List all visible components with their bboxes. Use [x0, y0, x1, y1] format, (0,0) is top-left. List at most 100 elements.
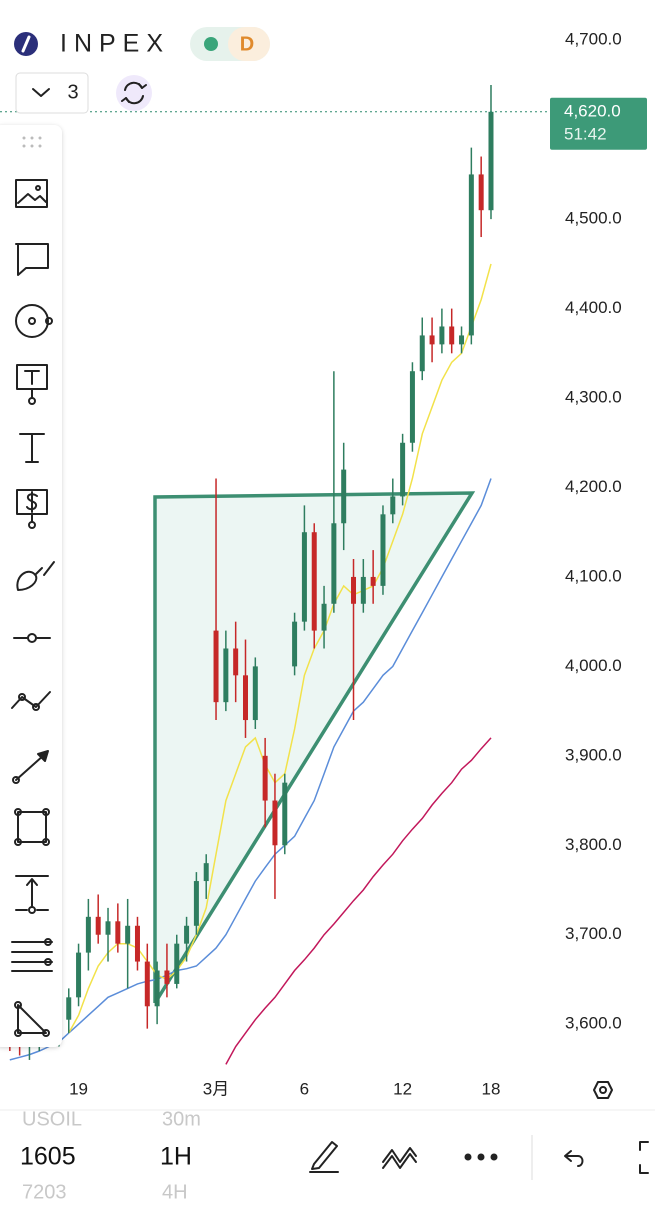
- undo-button[interactable]: [564, 1150, 584, 1167]
- dropdown-value: 3: [67, 81, 78, 103]
- y-tick-label: 3,700.0: [565, 924, 622, 943]
- arrow-tool[interactable]: [12, 750, 49, 784]
- chart-settings[interactable]: [593, 1081, 613, 1099]
- refresh-arrow: [121, 97, 130, 103]
- candle-body: [351, 576, 357, 604]
- candle-body: [154, 970, 160, 1007]
- y-tick-label: 4,400.0: [565, 298, 622, 317]
- rectangle-tool[interactable]: [14, 808, 50, 846]
- layout-dropdown[interactable]: [15, 72, 89, 114]
- measure-tool[interactable]: [15, 875, 49, 914]
- candle-body: [282, 782, 288, 846]
- interval-selected[interactable]: 1H: [160, 1143, 192, 1171]
- triangle-outline: [153, 491, 476, 1004]
- y-tick-label: 4,100.0: [565, 566, 622, 585]
- candle-body: [449, 326, 455, 345]
- candle-body: [439, 326, 445, 345]
- circle-tool[interactable]: [15, 304, 53, 338]
- horizontal-line-tool[interactable]: [13, 633, 51, 643]
- badge-d-bg: [228, 27, 270, 61]
- candle-body: [360, 576, 366, 604]
- refresh-arrow: [138, 83, 147, 89]
- candle-body: [370, 576, 376, 586]
- candle-body: [174, 943, 180, 984]
- y-tick-label: 4,200.0: [565, 477, 622, 496]
- indicators-button[interactable]: [382, 1147, 417, 1169]
- y-tick-label: 3,800.0: [565, 835, 622, 854]
- candle-body: [115, 921, 121, 944]
- candle-body: [203, 863, 209, 882]
- x-tick-label: 12: [393, 1079, 412, 1098]
- y-tick-label: 4,500.0: [565, 209, 622, 228]
- candle-body: [134, 925, 140, 962]
- candle-body: [459, 335, 465, 345]
- candle-body: [478, 174, 484, 211]
- candle-body: [292, 621, 298, 667]
- candle-body: [252, 666, 258, 721]
- candle-body: [262, 755, 268, 801]
- candle-body: [66, 997, 72, 1020]
- text-tool[interactable]: [19, 433, 45, 463]
- x-tick-label: 6: [300, 1079, 309, 1098]
- triangle-tool[interactable]: [14, 1001, 50, 1037]
- more-button[interactable]: [464, 1153, 498, 1161]
- candle-body: [242, 675, 248, 721]
- y-tick-label: 4,700.0: [565, 30, 622, 49]
- candle-body: [321, 603, 327, 631]
- refresh-button[interactable]: [116, 75, 152, 111]
- interval-option[interactable]: 30m: [162, 1108, 201, 1130]
- candle-body: [390, 496, 396, 515]
- candle-body: [233, 648, 239, 676]
- fullscreen-button[interactable]: [639, 1141, 649, 1174]
- candle-body: [380, 514, 386, 586]
- drag-handle: [22, 136, 42, 148]
- candle-body: [311, 532, 317, 631]
- candle-body: [105, 921, 111, 935]
- y-tick-label: 3,600.0: [565, 1014, 622, 1033]
- candle-body: [468, 174, 474, 336]
- logo-mark: [21, 35, 31, 53]
- brush-tool[interactable]: [16, 561, 55, 591]
- draw-button[interactable]: [309, 1141, 339, 1173]
- triangle-drawing[interactable]: [153, 491, 476, 1004]
- text-box-tool[interactable]: [16, 364, 48, 405]
- toolbar-icons: [11, 136, 55, 1037]
- candle-body: [144, 961, 150, 1007]
- candle-body: [400, 442, 406, 497]
- candle-body: [341, 469, 347, 524]
- candle-body: [429, 335, 435, 345]
- candle-body: [95, 916, 101, 935]
- candle-body: [213, 630, 219, 703]
- candle-body: [164, 970, 170, 984]
- price-label-tool[interactable]: [16, 489, 48, 529]
- polyline-tool[interactable]: [11, 691, 51, 711]
- candle-body: [301, 532, 307, 622]
- comment-tool[interactable]: [15, 243, 49, 276]
- x-tick-label: 3月: [203, 1079, 229, 1098]
- candle-body: [76, 952, 82, 998]
- x-tick-label: 18: [482, 1079, 501, 1098]
- chevron-icon: [32, 88, 50, 97]
- candle-body: [125, 925, 131, 944]
- symbol-name[interactable]: INPEX: [60, 30, 170, 58]
- symbol-option[interactable]: 7203: [22, 1181, 67, 1203]
- last-price-label: 4,620.0: [564, 101, 621, 120]
- interval-option[interactable]: 4H: [162, 1181, 188, 1203]
- candle-body: [409, 371, 415, 443]
- last-price-badge: [550, 97, 647, 150]
- parallel-lines-tool[interactable]: [11, 938, 53, 972]
- candle-body: [223, 648, 229, 703]
- y-tick-label: 3,900.0: [565, 745, 622, 764]
- candle-body: [272, 800, 278, 846]
- candle-body: [184, 925, 190, 944]
- bar-countdown: 51:42: [564, 124, 607, 143]
- market-dot: [204, 37, 218, 51]
- candle-body: [419, 335, 425, 372]
- moving-average-line: [9, 478, 492, 1061]
- y-tick-label: 4,000.0: [565, 656, 622, 675]
- symbol-selected[interactable]: 1605: [20, 1143, 76, 1171]
- symbol-option[interactable]: USOIL: [22, 1108, 82, 1130]
- image-tool[interactable]: [15, 179, 48, 208]
- candle-body: [331, 523, 337, 604]
